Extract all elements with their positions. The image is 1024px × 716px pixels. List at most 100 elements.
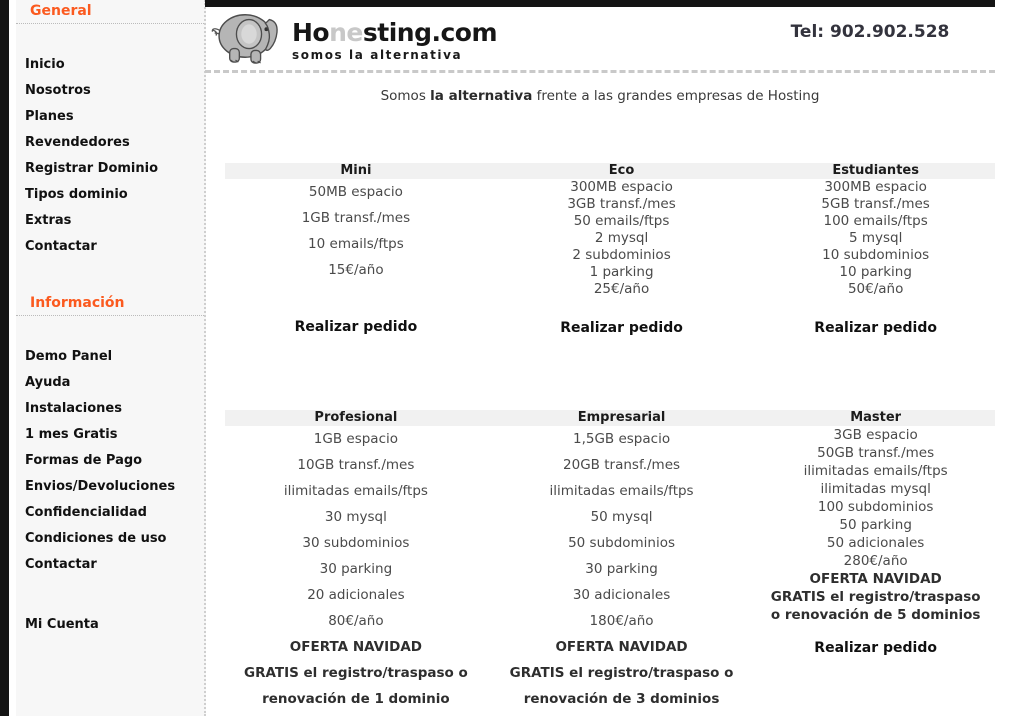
- plan-offer-line: GRATIS el registro/traspaso o: [244, 665, 468, 681]
- plan-feature: 5 mysql: [848, 230, 903, 246]
- plan-feature: 50 mysql: [590, 509, 653, 525]
- plan-card-profesional: 1GB espacio 10GB transf./mes ilimitadas em…: [225, 426, 487, 712]
- plan-feature: 2 subdominios: [572, 247, 671, 263]
- plan-features: 300MB espacio 5GB transf./mes 100 emails/f…: [756, 179, 995, 298]
- plan-offer: OFERTA NAVIDAD GRATIS el registro/traspas…: [487, 634, 757, 712]
- plan-offer-line: OFERTA NAVIDAD: [289, 639, 422, 655]
- plan-card-estudiantes: 300MB espacio 5GB transf./mes 100 emails/f…: [756, 179, 995, 336]
- sidebar-item[interactable]: Demo Panel: [25, 349, 113, 364]
- plan-title-estudiantes: Estudiantes: [832, 163, 919, 178]
- plan-feature: 80€/año: [328, 613, 384, 629]
- plan-feature: 3GB espacio: [833, 427, 918, 443]
- intro-line: Somos la alternativa frente a las grande…: [380, 88, 820, 104]
- plan-feature: 300MB espacio: [824, 179, 927, 195]
- plan-feature: 50 adicionales: [826, 535, 925, 551]
- plan-feature: 10 subdominios: [822, 247, 930, 263]
- plan-feature: ilimitadas mysql: [820, 481, 931, 497]
- plan-feature: 100 subdominios: [817, 499, 934, 515]
- plan-feature: 280€/año: [843, 553, 908, 569]
- plan-feature: 30 adicionales: [572, 587, 671, 603]
- plan-feature: 50GB transf./mes: [817, 445, 935, 461]
- sidebar-item[interactable]: Envios/Devoluciones: [25, 479, 176, 494]
- plan-feature: 180€/año: [589, 613, 654, 629]
- plan-feature: 50 subdominios: [568, 535, 676, 551]
- sidebar-list-general: Inicio Nosotros Planes Revendedores Registra…: [16, 52, 204, 260]
- sidebar-item[interactable]: Registrar Dominio: [25, 161, 159, 176]
- elephant-icon: [211, 14, 278, 64]
- plan-features: 3GB espacio 50GB transf./mes ilimitadas em…: [756, 426, 995, 570]
- plan-feature: 30 parking: [319, 561, 393, 577]
- left-black-strip: [0, 0, 9, 716]
- plan-feature: 1GB espacio: [313, 431, 398, 447]
- plan-feature: 1,5GB espacio: [572, 431, 671, 447]
- plan-features: 1,5GB espacio 20GB transf./mes ilimitadas …: [487, 426, 757, 634]
- phone-number: Tel: 902.902.528: [790, 22, 950, 42]
- header-dashed-separator: [205, 70, 995, 73]
- plan-card-mini: 50MB espacio 1GB transf./mes 10 emails/ftp…: [225, 179, 487, 336]
- sidebar-item[interactable]: Instalaciones: [25, 401, 122, 416]
- sidebar-item[interactable]: Contactar: [25, 557, 97, 572]
- sidebar-item[interactable]: Condiciones de uso: [25, 531, 167, 546]
- order-link-eco[interactable]: Realizar pedido: [560, 320, 683, 336]
- plan-card-empresarial: 1,5GB espacio 20GB transf./mes ilimitadas …: [487, 426, 757, 712]
- order-link-mini[interactable]: Realizar pedido: [294, 319, 418, 335]
- plan-feature: 2 mysql: [594, 230, 649, 246]
- plan-feature: 20GB transf./mes: [563, 457, 681, 473]
- plan-feature: 10GB transf./mes: [297, 457, 415, 473]
- plan-feature: 1GB transf./mes: [301, 210, 411, 226]
- plan-feature: 30 parking: [585, 561, 658, 577]
- sidebar-item-mi-cuenta[interactable]: Mi Cuenta: [25, 617, 99, 632]
- plan-feature: 100 emails/ftps: [823, 213, 928, 229]
- sidebar-list-informacion: Demo Panel Ayuda Instalaciones 1 mes Gratis…: [16, 344, 204, 578]
- plan-features: 50MB espacio 1GB transf./mes 10 emails/ftp…: [225, 179, 487, 283]
- plan-feature: 50 parking: [839, 517, 912, 533]
- plan-offer-line: OFERTA NAVIDAD: [555, 639, 688, 655]
- plan-offer-line: o renovación de 5 dominios: [770, 607, 981, 623]
- sidebar-item[interactable]: Extras: [25, 213, 72, 228]
- plan-title-mini: Mini: [340, 163, 372, 178]
- plan-offer-line: OFERTA NAVIDAD: [809, 571, 942, 587]
- order-link-estudiantes[interactable]: Realizar pedido: [814, 320, 937, 336]
- plan-feature: ilimitadas emails/ftps: [803, 463, 948, 479]
- sidebar-item[interactable]: Ayuda: [25, 375, 71, 390]
- plan-features: 1GB espacio 10GB transf./mes ilimitadas em…: [225, 426, 487, 634]
- plan-offer: OFERTA NAVIDAD GRATIS el registro/traspas…: [756, 570, 995, 624]
- sidebar-item[interactable]: Tipos dominio: [25, 187, 128, 202]
- plan-title-eco: Eco: [608, 163, 635, 178]
- plan-card-master: 3GB espacio 50GB transf./mes ilimitadas em…: [756, 426, 995, 712]
- plan-header-strip-row1: Mini Eco Estudiantes: [225, 163, 995, 179]
- plan-offer-line: renovación de 3 dominios: [523, 691, 720, 707]
- sidebar-item[interactable]: Planes: [25, 109, 74, 124]
- plan-offer-line: renovación de 1 dominio: [262, 691, 450, 707]
- plan-feature: 10 emails/ftps: [308, 236, 404, 252]
- sidebar-heading-informacion: Información: [16, 292, 204, 316]
- sidebar-item[interactable]: Contactar: [25, 239, 97, 254]
- logo-tagline: somos la alternativa: [292, 48, 463, 62]
- site-logo[interactable]: Honesting.com somos la alternativa: [210, 8, 580, 66]
- plan-header-strip-row2: Profesional Empresarial Master: [225, 410, 995, 426]
- plan-feature: 10 parking: [839, 264, 912, 280]
- plan-feature: 1 parking: [589, 264, 654, 280]
- plan-feature: 50€/año: [847, 281, 904, 297]
- plan-feature: ilimitadas emails/ftps: [549, 483, 694, 499]
- plan-title-empresarial: Empresarial: [577, 410, 666, 425]
- plan-title-master: Master: [850, 410, 902, 425]
- sidebar-item[interactable]: Nosotros: [25, 83, 91, 98]
- sidebar-item[interactable]: Confidencialidad: [25, 505, 147, 520]
- plan-card-eco: 300MB espacio 3GB transf./mes 50 emails/ft…: [487, 179, 757, 336]
- plan-feature: 20 adicionales: [307, 587, 405, 603]
- order-link-master[interactable]: Realizar pedido: [814, 640, 937, 656]
- top-black-bar: [205, 0, 995, 7]
- sidebar-item[interactable]: Revendedores: [25, 135, 130, 150]
- plan-feature: 30 subdominios: [302, 535, 410, 551]
- plan-row-2: 1GB espacio 10GB transf./mes ilimitadas em…: [225, 426, 995, 712]
- sidebar-item[interactable]: 1 mes Gratis: [25, 427, 118, 442]
- sidebar-item[interactable]: Formas de Pago: [25, 453, 143, 468]
- logo-wordmark: Honesting.com: [292, 18, 498, 47]
- plan-feature: 25€/año: [593, 281, 650, 297]
- plan-feature: ilimitadas emails/ftps: [283, 483, 428, 499]
- plan-feature: 3GB transf./mes: [567, 196, 676, 212]
- plan-offer: OFERTA NAVIDAD GRATIS el registro/traspas…: [225, 634, 487, 712]
- sidebar-item[interactable]: Inicio: [25, 57, 65, 72]
- sidebar-heading-general: General: [16, 0, 204, 24]
